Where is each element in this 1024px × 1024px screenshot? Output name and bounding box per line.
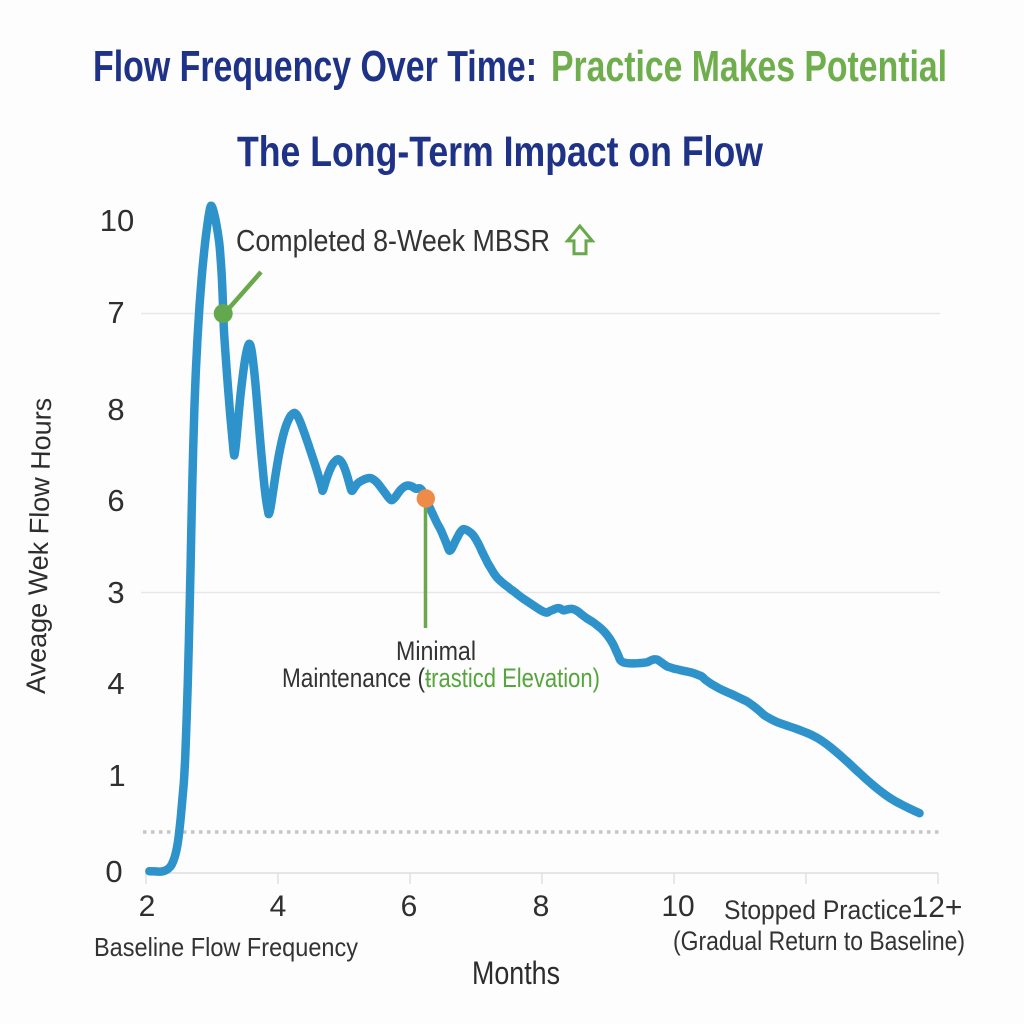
svg-text:Completed 8-Week MBSR: Completed 8-Week MBSR [236,223,550,258]
svg-text:8: 8 [107,392,124,427]
svg-text:0: 0 [105,854,122,889]
svg-text:4: 4 [270,890,287,923]
svg-text:1: 1 [108,758,125,793]
svg-text:7: 7 [107,295,124,330]
svg-text:6: 6 [401,890,418,923]
svg-text:3: 3 [107,575,124,610]
svg-text:10: 10 [661,890,694,923]
svg-text:ŧrasticd Elevation): ŧrasticd Elevation) [425,663,600,693]
svg-text:12+: 12+ [912,891,963,924]
svg-text:Practice Makes Potential: Practice Makes Potential [551,42,947,91]
svg-text:Baseline Flow Frequency: Baseline Flow Frequency [94,932,358,962]
svg-text:Maintenance (: Maintenance ( [282,663,425,693]
svg-text:4: 4 [107,666,124,701]
svg-text:8: 8 [533,890,550,923]
svg-text:Flow Frequency Over Time:: Flow Frequency Over Time: [93,42,537,91]
svg-text:6: 6 [107,483,124,518]
svg-text:The Long-Term Impact on Flow: The Long-Term Impact on Flow [237,128,763,176]
svg-text:Minimal: Minimal [396,636,476,666]
svg-text:Stopped Practice: Stopped Practice [724,895,912,925]
svg-text:2: 2 [139,890,156,923]
svg-text:(Gradual Return to Baseline): (Gradual Return to Baseline) [673,926,965,956]
svg-text:10: 10 [100,203,134,238]
svg-text:Aveage Wek Flow Hours: Aveage Wek Flow Hours [21,398,57,695]
svg-text:Months: Months [472,955,560,991]
